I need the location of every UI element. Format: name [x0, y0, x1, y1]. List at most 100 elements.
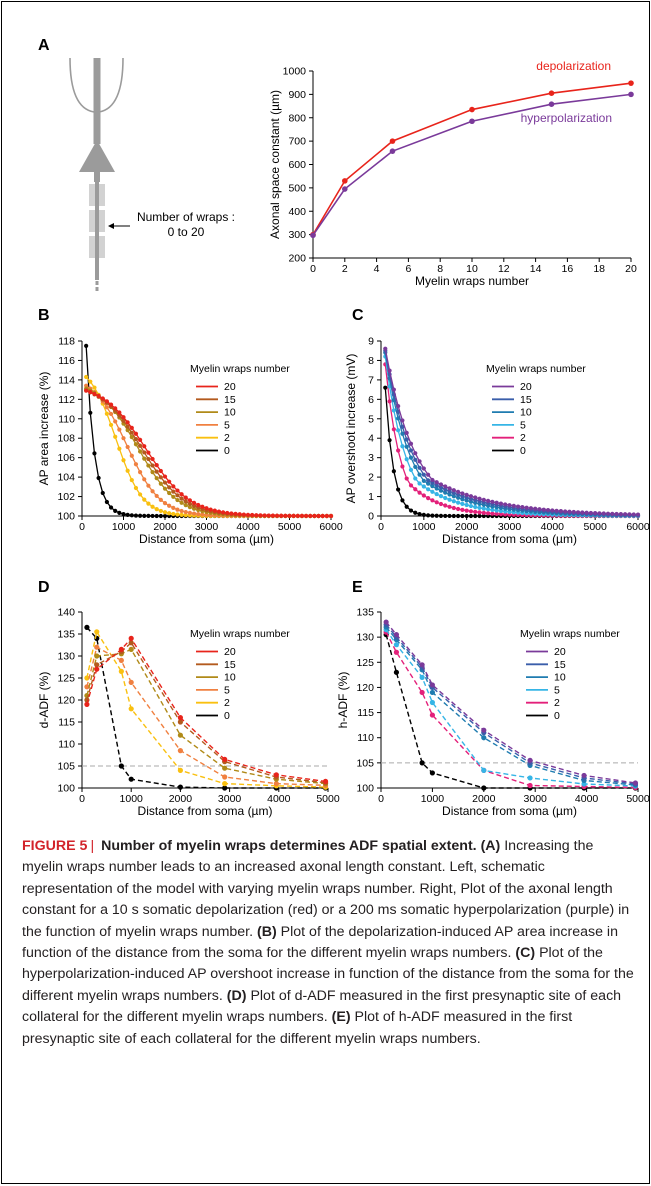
data-point-0 — [117, 510, 122, 515]
data-point-20 — [481, 727, 487, 733]
legend-label-2: 2 — [520, 432, 526, 444]
wraps-arrowhead — [108, 223, 114, 229]
data-point-10 — [128, 646, 134, 653]
chart-d: 0 1000 2000 3000 4000 50001001051101151201251… — [37, 607, 340, 819]
data-point-0 — [150, 513, 155, 519]
data-point-20 — [571, 509, 576, 515]
data-point-20 — [308, 513, 313, 519]
data-point-2 — [128, 706, 134, 712]
data-point-5 — [196, 512, 201, 517]
data-point-0 — [222, 785, 228, 791]
data-point-20 — [558, 509, 564, 514]
data-point-20 — [581, 772, 587, 779]
data-point-0 — [477, 513, 482, 519]
series-line-20 — [86, 637, 326, 783]
data-point-20 — [150, 456, 155, 462]
data-point-20 — [541, 507, 546, 512]
data-point-20 — [158, 468, 163, 474]
data-point-0 — [100, 490, 105, 496]
data-point-2 — [419, 689, 425, 696]
caption-c-text: Plot of the hyperpolarization-induced AP… — [22, 945, 634, 1004]
data-point-5 — [191, 511, 197, 516]
data-point-10 — [438, 488, 444, 493]
data-point-5 — [451, 499, 456, 504]
data-point-20 — [179, 492, 184, 497]
data-point-5 — [429, 699, 435, 706]
data-point-5 — [404, 457, 409, 462]
y-tick-label: 200 — [288, 253, 306, 265]
x-tick-label: 2000 — [472, 793, 496, 805]
data-point-2 — [430, 498, 435, 503]
data-point-5 — [413, 476, 418, 481]
series-line-10 — [384, 352, 639, 517]
data-point-20 — [128, 635, 134, 642]
series-line-10 — [385, 626, 636, 786]
data-point-10 — [94, 653, 100, 659]
x-tick-label: 3000 — [195, 521, 219, 533]
data-point-0 — [413, 510, 418, 515]
data-point-2 — [171, 511, 176, 517]
data-point-20 — [554, 508, 559, 513]
data-point-20 — [324, 513, 329, 519]
data-point-0 — [88, 410, 93, 415]
y-tick-label: 108 — [57, 433, 75, 445]
wraps-label-line2: 0 to 20 — [168, 225, 205, 239]
data-point-20 — [503, 502, 508, 507]
data-point-20 — [520, 505, 525, 510]
data-point-0 — [125, 512, 130, 517]
legend-label-10: 10 — [554, 672, 566, 684]
x-tick-label: 5000 — [626, 793, 650, 805]
caption-figure-label: FIGURE 5 — [22, 838, 88, 854]
x-tick-label: 3000 — [498, 521, 522, 533]
data-point-20 — [129, 425, 134, 430]
chart-a: 0 2 4 6 8 10 12 14 16 18 20 200 300 400 500 600 700 800 90… — [268, 59, 637, 288]
data-point-0 — [456, 513, 461, 519]
caption-b-text: Plot of the depolarization-induced AP ar… — [22, 923, 618, 962]
y-tick-label: 135 — [356, 607, 374, 619]
legend-title: Myelin wraps number — [520, 628, 620, 640]
caption-e-text: Plot of h-ADF measured in the first pres… — [22, 1009, 573, 1047]
y-tick-label: 0 — [368, 511, 374, 523]
data-point-20 — [567, 509, 572, 514]
data-point-2 — [88, 379, 93, 384]
data-point-10 — [447, 492, 452, 497]
data-point-20 — [208, 507, 213, 512]
legend-label-20: 20 — [554, 646, 566, 658]
data-point-5 — [142, 477, 147, 482]
data-point-15 — [456, 492, 461, 497]
data-point-20 — [191, 500, 197, 505]
data-point-10 — [430, 484, 435, 489]
series-line-5 — [384, 356, 639, 517]
data-point-5 — [150, 489, 155, 494]
data-point-2 — [413, 487, 418, 492]
data-point-20 — [196, 502, 201, 508]
data-point-5 — [393, 642, 400, 648]
data-point-20 — [133, 431, 139, 436]
legend-label-5: 5 — [224, 419, 230, 431]
data-point-20 — [451, 488, 456, 493]
series-line-depolarization — [312, 82, 632, 236]
data-point-2 — [84, 675, 90, 681]
data-point-5 — [118, 657, 124, 664]
series-line-15 — [384, 350, 639, 516]
data-point-20 — [635, 512, 641, 517]
data-point-20 — [443, 484, 448, 489]
data-point-20 — [121, 415, 126, 420]
y-tick-label: 3 — [368, 452, 374, 464]
data-point-0 — [464, 513, 469, 519]
data-point-20 — [84, 701, 90, 708]
legend-label-10: 10 — [224, 672, 236, 684]
data-point-20 — [387, 368, 392, 373]
y-tick-label: 104 — [57, 472, 75, 484]
data-point-20 — [404, 430, 409, 436]
data-point-5 — [128, 679, 134, 686]
data-point-20 — [250, 512, 255, 518]
data-point-2 — [426, 495, 431, 501]
data-point-0 — [108, 505, 114, 510]
data-point-20 — [421, 466, 426, 471]
x-tick-label: 12 — [498, 263, 510, 275]
data-point-20 — [328, 513, 334, 519]
series-line-0 — [385, 634, 636, 789]
y-tick-label: 125 — [356, 657, 374, 669]
